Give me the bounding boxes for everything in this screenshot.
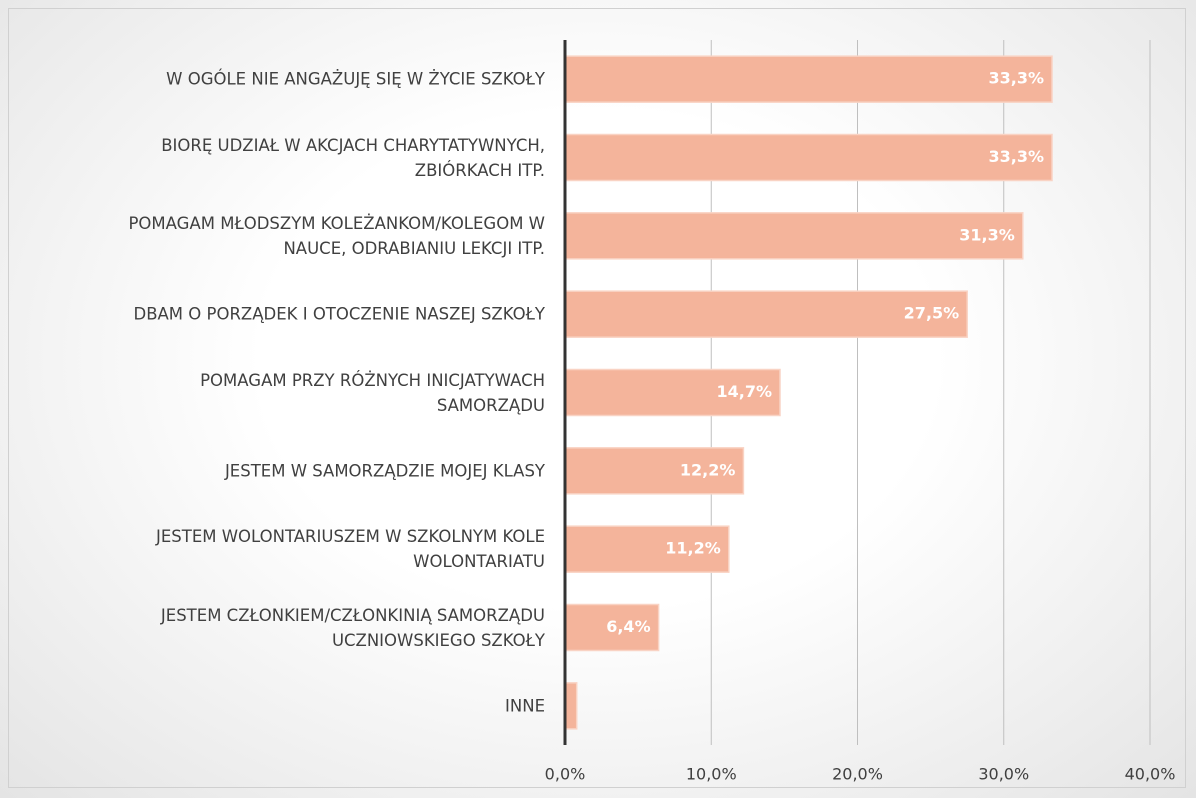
bar	[564, 603, 660, 652]
x-tick-label: 40,0%	[1125, 765, 1176, 784]
y-tick-label: DBAM O PORZĄDEK I OTOCZENIE NASZEJ SZKOŁ…	[133, 304, 546, 324]
data-label: 12,2%	[680, 460, 736, 479]
y-tick-label: POMAGAM MŁODSZYM KOLEŻANKOM/KOLEGOM W NA…	[128, 213, 545, 258]
data-label: 6,4%	[606, 617, 650, 636]
x-tick-label: 30,0%	[978, 765, 1029, 784]
data-label: 31,3%	[959, 225, 1015, 244]
y-tick-label: JESTEM WOLONTARIUSZEM W SZKOLNYM KOLE WO…	[155, 527, 545, 572]
data-label: 33,3%	[988, 69, 1044, 88]
y-tick-label: INNE	[505, 696, 545, 716]
x-tick-label: 10,0%	[686, 765, 737, 784]
x-tick-label: 0,0%	[545, 765, 586, 784]
y-tick-label: POMAGAM PRZY RÓŻNYCH INICJATYWACH SAMORZ…	[200, 370, 545, 415]
data-label: 33,3%	[988, 147, 1044, 166]
data-label: 27,5%	[904, 304, 960, 323]
chart-frame	[8, 8, 1186, 788]
data-label: 11,2%	[665, 539, 721, 558]
y-tick-label: JESTEM W SAMORZĄDZIE MOJEJ KLASY	[224, 461, 545, 481]
y-tick-label: BIORĘ UDZIAŁ W AKCJACH CHARYTATYWNYCH, Z…	[161, 135, 545, 180]
x-tick-label: 20,0%	[832, 765, 883, 784]
bar	[564, 212, 1024, 260]
y-tick-label: W OGÓLE NIE ANGAŻUJĘ SIĘ W ŻYCIE SZKOŁY	[166, 69, 545, 89]
data-label: 14,7%	[716, 382, 772, 401]
bar	[564, 525, 730, 573]
bar	[564, 682, 578, 730]
bar	[564, 133, 1053, 182]
y-tick-label: JESTEM CZŁONKIEM/CZŁONKINIĄ SAMORZĄDU UC…	[160, 605, 545, 650]
bar	[564, 55, 1053, 103]
